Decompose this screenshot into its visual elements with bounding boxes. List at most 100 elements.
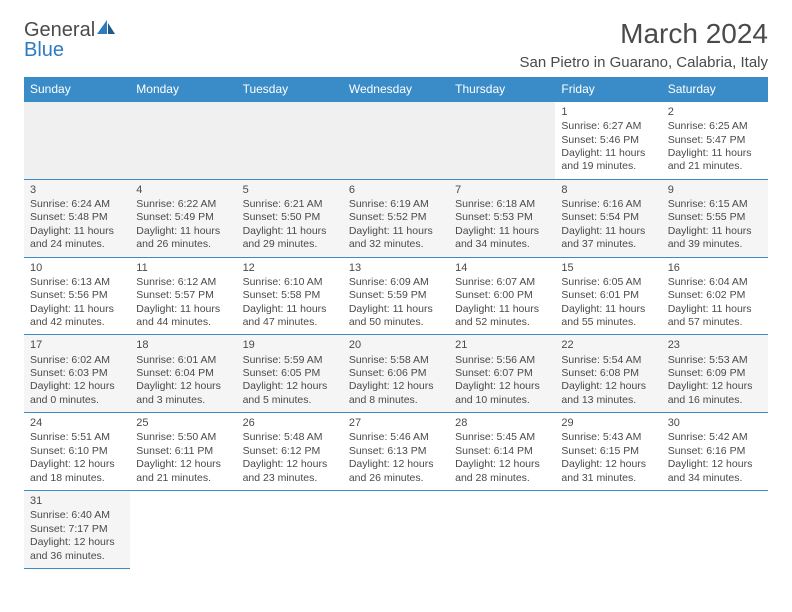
daylight-text: Daylight: 11 hours and 37 minutes. [561, 225, 655, 252]
calendar-day-cell [130, 491, 236, 569]
daylight-text: Daylight: 11 hours and 19 minutes. [561, 147, 655, 174]
daylight-text: Daylight: 11 hours and 34 minutes. [455, 225, 549, 252]
calendar-week-row: 24Sunrise: 5:51 AMSunset: 6:10 PMDayligh… [24, 413, 768, 491]
logo-text: GeneralBlue [24, 18, 117, 60]
sunset-text: Sunset: 6:13 PM [349, 445, 443, 458]
daylight-text: Daylight: 11 hours and 32 minutes. [349, 225, 443, 252]
daylight-text: Daylight: 12 hours and 10 minutes. [455, 380, 549, 407]
calendar-body: 1Sunrise: 6:27 AMSunset: 5:46 PMDaylight… [24, 102, 768, 569]
sunset-text: Sunset: 6:04 PM [136, 367, 230, 380]
daylight-text: Daylight: 11 hours and 24 minutes. [30, 225, 124, 252]
day-number: 4 [136, 183, 230, 197]
sunrise-text: Sunrise: 6:15 AM [668, 198, 762, 211]
daylight-text: Daylight: 12 hours and 26 minutes. [349, 458, 443, 485]
sunset-text: Sunset: 6:07 PM [455, 367, 549, 380]
day-number: 11 [136, 261, 230, 275]
day-number: 31 [30, 494, 124, 508]
sunrise-text: Sunrise: 5:51 AM [30, 431, 124, 444]
sunrise-text: Sunrise: 6:05 AM [561, 276, 655, 289]
calendar-day-cell: 28Sunrise: 5:45 AMSunset: 6:14 PMDayligh… [449, 413, 555, 491]
sunset-text: Sunset: 6:03 PM [30, 367, 124, 380]
sunrise-text: Sunrise: 5:45 AM [455, 431, 549, 444]
sunrise-text: Sunrise: 6:40 AM [30, 509, 124, 522]
daylight-text: Daylight: 12 hours and 16 minutes. [668, 380, 762, 407]
sunset-text: Sunset: 6:05 PM [243, 367, 337, 380]
sunset-text: Sunset: 5:52 PM [349, 211, 443, 224]
calendar-day-cell: 3Sunrise: 6:24 AMSunset: 5:48 PMDaylight… [24, 179, 130, 257]
day-number: 17 [30, 338, 124, 352]
calendar-week-row: 10Sunrise: 6:13 AMSunset: 5:56 PMDayligh… [24, 257, 768, 335]
sunrise-text: Sunrise: 6:18 AM [455, 198, 549, 211]
day-number: 9 [668, 183, 762, 197]
sunrise-text: Sunrise: 6:01 AM [136, 354, 230, 367]
calendar-day-cell: 11Sunrise: 6:12 AMSunset: 5:57 PMDayligh… [130, 257, 236, 335]
sunrise-text: Sunrise: 6:02 AM [30, 354, 124, 367]
daylight-text: Daylight: 11 hours and 47 minutes. [243, 303, 337, 330]
daylight-text: Daylight: 12 hours and 18 minutes. [30, 458, 124, 485]
day-number: 24 [30, 416, 124, 430]
daylight-text: Daylight: 12 hours and 3 minutes. [136, 380, 230, 407]
calendar-day-cell: 12Sunrise: 6:10 AMSunset: 5:58 PMDayligh… [237, 257, 343, 335]
day-number: 27 [349, 416, 443, 430]
day-number: 13 [349, 261, 443, 275]
weekday-header: Friday [555, 77, 661, 102]
day-number: 2 [668, 105, 762, 119]
calendar-day-cell: 24Sunrise: 5:51 AMSunset: 6:10 PMDayligh… [24, 413, 130, 491]
calendar-header: SundayMondayTuesdayWednesdayThursdayFrid… [24, 77, 768, 102]
sunset-text: Sunset: 6:01 PM [561, 289, 655, 302]
sunset-text: Sunset: 5:56 PM [30, 289, 124, 302]
calendar-day-cell: 30Sunrise: 5:42 AMSunset: 6:16 PMDayligh… [662, 413, 768, 491]
sunrise-text: Sunrise: 5:58 AM [349, 354, 443, 367]
sunrise-text: Sunrise: 5:50 AM [136, 431, 230, 444]
calendar-day-cell: 19 Sunrise: 5:59 AMSunset: 6:05 PMDayligh… [237, 335, 343, 413]
weekday-header: Wednesday [343, 77, 449, 102]
sunrise-text: Sunrise: 5:59 AM [243, 354, 337, 367]
sunrise-text: Sunrise: 6:16 AM [561, 198, 655, 211]
sunset-text: Sunset: 5:50 PM [243, 211, 337, 224]
sunset-text: Sunset: 5:57 PM [136, 289, 230, 302]
sunset-text: Sunset: 6:00 PM [455, 289, 549, 302]
sunset-text: Sunset: 5:59 PM [349, 289, 443, 302]
sunset-text: Sunset: 6:06 PM [349, 367, 443, 380]
day-number: 28 [455, 416, 549, 430]
calendar-day-cell: 6Sunrise: 6:19 AMSunset: 5:52 PMDaylight… [343, 179, 449, 257]
day-number: 12 [243, 261, 337, 275]
sunset-text: Sunset: 5:48 PM [30, 211, 124, 224]
daylight-text: Daylight: 12 hours and 0 minutes. [30, 380, 124, 407]
calendar-day-cell: 9Sunrise: 6:15 AMSunset: 5:55 PMDaylight… [662, 179, 768, 257]
sunrise-text: Sunrise: 6:27 AM [561, 120, 655, 133]
sunset-text: Sunset: 6:11 PM [136, 445, 230, 458]
day-number: 16 [668, 261, 762, 275]
sunset-text: Sunset: 5:46 PM [561, 134, 655, 147]
day-number: 19 [243, 338, 337, 352]
calendar-day-cell [662, 491, 768, 569]
calendar-day-cell [555, 491, 661, 569]
day-number: 23 [668, 338, 762, 352]
daylight-text: Daylight: 12 hours and 5 minutes. [243, 380, 337, 407]
calendar-day-cell: 27Sunrise: 5:46 AMSunset: 6:13 PMDayligh… [343, 413, 449, 491]
sunrise-text: Sunrise: 5:42 AM [668, 431, 762, 444]
day-number: 25 [136, 416, 230, 430]
sunset-text: Sunset: 5:53 PM [455, 211, 549, 224]
day-number: 1 [561, 105, 655, 119]
daylight-text: Daylight: 12 hours and 36 minutes. [30, 536, 124, 563]
sunrise-text: Sunrise: 6:12 AM [136, 276, 230, 289]
calendar-day-cell: 5Sunrise: 6:21 AMSunset: 5:50 PMDaylight… [237, 179, 343, 257]
logo-sail-icon [95, 18, 117, 40]
daylight-text: Daylight: 11 hours and 39 minutes. [668, 225, 762, 252]
sunset-text: Sunset: 5:58 PM [243, 289, 337, 302]
sunset-text: Sunset: 6:02 PM [668, 289, 762, 302]
sunset-text: Sunset: 6:14 PM [455, 445, 549, 458]
sunrise-text: Sunrise: 5:56 AM [455, 354, 549, 367]
sunrise-text: Sunrise: 6:09 AM [349, 276, 443, 289]
calendar-day-cell: 17 Sunrise: 6:02 AMSunset: 6:03 PMDayligh… [24, 335, 130, 413]
calendar-day-cell: 4Sunrise: 6:22 AMSunset: 5:49 PMDaylight… [130, 179, 236, 257]
weekday-header: Monday [130, 77, 236, 102]
calendar-day-cell: 15Sunrise: 6:05 AMSunset: 6:01 PMDayligh… [555, 257, 661, 335]
calendar-day-cell [130, 102, 236, 180]
calendar-day-cell: 1Sunrise: 6:27 AMSunset: 5:46 PMDaylight… [555, 102, 661, 180]
calendar-day-cell [449, 491, 555, 569]
logo-text-blue: Blue [24, 39, 64, 61]
calendar-day-cell: 31Sunrise: 6:40 AMSunset: 7:17 PMDayligh… [24, 491, 130, 569]
day-number: 21 [455, 338, 549, 352]
